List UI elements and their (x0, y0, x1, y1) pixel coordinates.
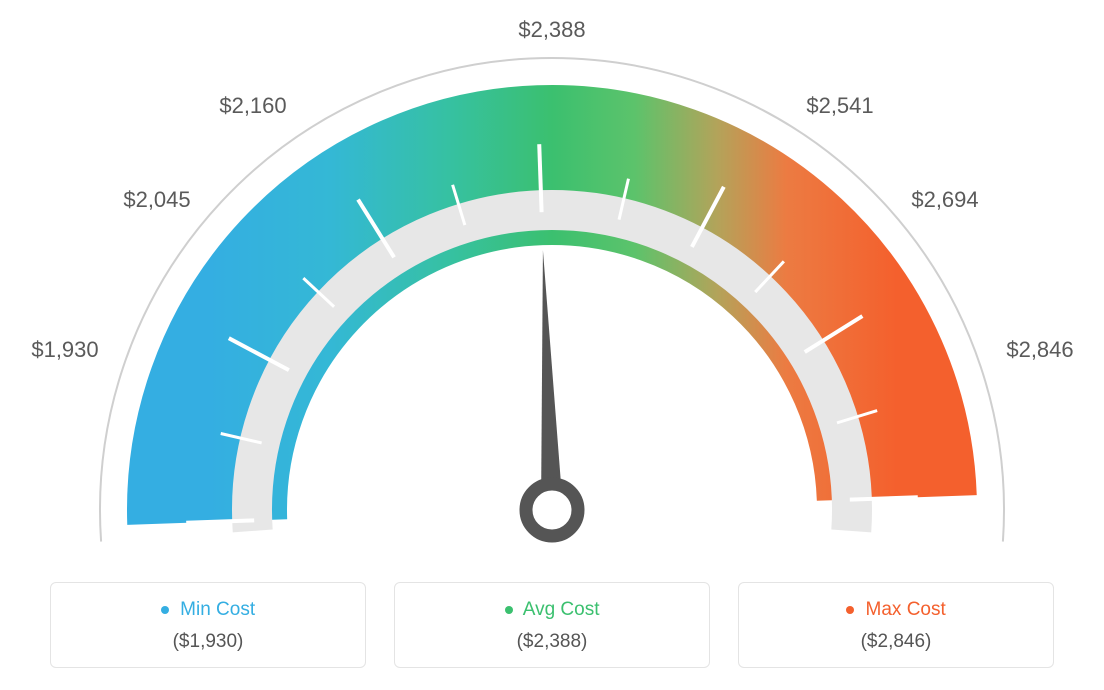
legend-card-avg: Avg Cost ($2,388) (394, 582, 710, 668)
gauge-tick-label: $2,541 (806, 93, 873, 119)
gauge-chart: $1,930 $2,045 $2,160 $2,388 $2,541 $2,694 $2,8… (0, 0, 1104, 560)
gauge-tick-label: $2,160 (219, 93, 286, 119)
gauge-tick-label: $2,388 (518, 17, 585, 43)
gauge-tick-label: $2,694 (911, 187, 978, 213)
legend-value-max: ($2,846) (751, 631, 1041, 653)
legend-label-max: Max Cost (866, 599, 946, 620)
legend-row: Min Cost ($1,930) Avg Cost ($2,388) Max … (0, 582, 1104, 668)
dot-icon (846, 606, 854, 614)
legend-label-min: Min Cost (180, 599, 255, 620)
gauge-svg (0, 0, 1104, 560)
dot-icon (161, 606, 169, 614)
chart-container: $1,930 $2,045 $2,160 $2,388 $2,541 $2,694 $2,8… (0, 0, 1104, 690)
legend-value-avg: ($2,388) (407, 631, 697, 653)
legend-title-min: Min Cost (63, 599, 353, 621)
legend-value-min: ($1,930) (63, 631, 353, 653)
legend-card-min: Min Cost ($1,930) (50, 582, 366, 668)
gauge-tick-label: $1,930 (31, 337, 98, 363)
gauge-tick-label: $2,045 (123, 187, 190, 213)
dot-icon (505, 606, 513, 614)
legend-title-max: Max Cost (751, 599, 1041, 621)
legend-title-avg: Avg Cost (407, 599, 697, 621)
legend-label-avg: Avg Cost (523, 599, 600, 620)
legend-card-max: Max Cost ($2,846) (738, 582, 1054, 668)
gauge-tick-label: $2,846 (1006, 337, 1073, 363)
